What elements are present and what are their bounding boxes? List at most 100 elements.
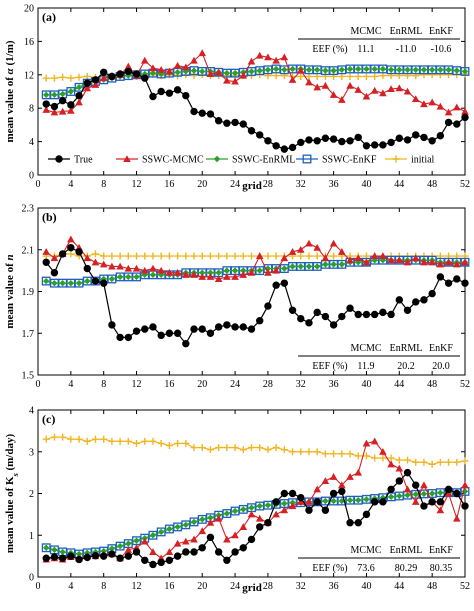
data-point-initial: [133, 252, 141, 260]
data-point-sswc-mcmc: [67, 106, 75, 114]
eef-header-enkf: EnKF: [429, 26, 453, 37]
eef-value-enrml: 20.2: [397, 361, 415, 372]
eef-value-mcmc: 11.1: [357, 44, 374, 55]
data-point-sswc-mcmc: [420, 481, 428, 489]
data-point-true: [395, 134, 404, 142]
data-point-sswc-enrml: [346, 65, 354, 73]
data-point-initial: [91, 435, 99, 443]
data-point-sswc-enrml: [256, 267, 263, 274]
data-point-sswc-mcmc: [165, 268, 174, 276]
data-point-true: [264, 302, 272, 310]
data-point-true: [395, 296, 404, 304]
data-point-sswc-mcmc: [264, 53, 272, 61]
data-point-true: [272, 498, 280, 506]
data-point-true: [280, 489, 289, 498]
data-point-true: [453, 489, 461, 498]
series-sswc-mcmc: [42, 235, 469, 283]
data-point-true: [444, 118, 453, 127]
data-point-initial: [141, 252, 149, 260]
data-point-sswc-mcmc: [58, 107, 67, 115]
eef-value-mcmc: 11.9: [357, 361, 374, 372]
data-point-initial: [157, 439, 165, 447]
data-point-true: [362, 310, 371, 319]
data-point-sswc-mcmc: [411, 498, 420, 505]
data-point-true: [149, 92, 157, 101]
data-point-true: [297, 314, 305, 323]
series-sswc-mcmc: [42, 437, 469, 563]
panel-label: (a): [42, 10, 56, 24]
data-point-sswc-enrml: [404, 491, 411, 499]
data-point-initial: [100, 252, 108, 260]
data-point-initial: [395, 456, 403, 464]
data-point-true: [420, 502, 428, 510]
data-point-initial: [133, 439, 141, 447]
data-point-initial: [231, 444, 239, 452]
data-point-sswc-mcmc: [452, 103, 461, 111]
data-point-true: [124, 333, 133, 342]
data-point-true: [223, 556, 231, 564]
data-point-initial: [50, 433, 58, 441]
data-point-sswc-mcmc: [387, 460, 395, 468]
data-point-true: [264, 519, 272, 527]
data-point-sswc-enrml: [281, 66, 288, 73]
data-point-true: [239, 120, 247, 128]
data-point-sswc-mcmc: [124, 62, 133, 70]
series-line-sswc-enrml: [46, 490, 466, 555]
data-point-initial: [461, 457, 469, 465]
data-point-initial: [371, 454, 379, 462]
data-point-true: [75, 91, 83, 100]
data-point-sswc-mcmc: [403, 87, 412, 95]
data-point-true: [91, 552, 100, 560]
data-point-sswc-enrml: [256, 502, 263, 510]
eef-header-mcmc: MCMC: [350, 26, 381, 37]
eef-table: MCMC EnRML EnKF EEF (%) 11.1 -11.0 -10.6: [298, 26, 460, 55]
data-point-initial: [59, 433, 67, 441]
data-point-initial: [116, 252, 124, 260]
data-point-true: [321, 312, 330, 321]
data-point-initial: [297, 72, 305, 80]
data-point-initial: [83, 437, 91, 445]
data-point-sswc-mcmc: [50, 254, 59, 262]
data-point-initial: [174, 439, 182, 447]
data-point-true: [272, 281, 280, 289]
legend-item-true: True: [48, 155, 93, 166]
data-point-sswc-enrml: [322, 67, 329, 74]
panel-label: (c): [42, 412, 55, 426]
data-point-sswc-enrml: [256, 67, 263, 74]
data-point-initial: [354, 452, 362, 460]
data-point-initial: [223, 444, 231, 452]
data-point-sswc-mcmc: [124, 264, 133, 272]
legend-label: SSWC-MCMC: [142, 155, 204, 166]
data-point-sswc-enrml: [43, 277, 50, 285]
data-point-true: [288, 306, 297, 314]
data-point-sswc-mcmc: [140, 266, 149, 274]
data-point-sswc-mcmc: [50, 108, 59, 116]
data-point-true: [444, 485, 453, 494]
eef-value-enrml: -11.0: [396, 44, 416, 55]
data-point-sswc-mcmc: [239, 523, 248, 530]
data-point-initial: [182, 439, 190, 447]
data-point-sswc-enrml: [281, 265, 288, 272]
data-point-true: [256, 131, 264, 139]
data-point-initial: [165, 441, 173, 449]
data-point-true: [420, 133, 428, 142]
data-point-sswc-mcmc: [149, 64, 157, 72]
data-point-true: [190, 107, 198, 116]
x-tick-label: 32: [296, 179, 306, 190]
data-point-initial: [108, 437, 116, 445]
data-point-sswc-mcmc: [190, 56, 198, 64]
data-point-sswc-mcmc: [411, 254, 420, 262]
legend-marker: [302, 154, 312, 164]
data-point-true: [165, 556, 174, 564]
eef-header-enkf: EnKF: [429, 545, 453, 556]
data-point-initial: [272, 252, 280, 260]
eef-value-enrml: 80.29: [395, 563, 418, 574]
data-point-sswc-enrml: [264, 501, 272, 509]
data-point-true: [231, 323, 239, 331]
data-point-sswc-mcmc: [132, 264, 141, 272]
data-point-sswc-enrml: [445, 66, 452, 73]
data-point-true: [436, 273, 445, 281]
data-point-initial: [91, 250, 99, 258]
data-point-true: [305, 136, 313, 144]
data-point-true: [190, 325, 198, 333]
